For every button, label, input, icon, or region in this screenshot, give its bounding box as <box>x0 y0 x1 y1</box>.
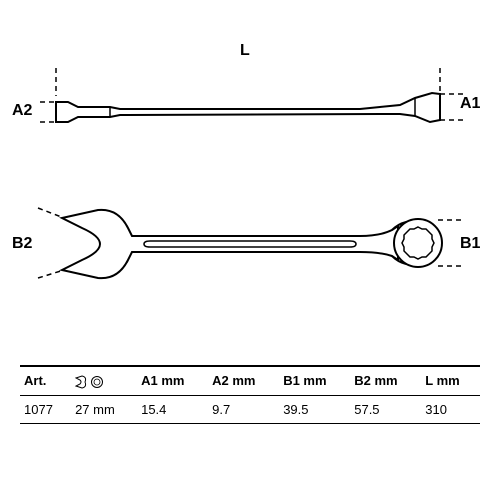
col-a2: A2 mm <box>208 366 279 395</box>
label-A2: A2 <box>12 102 32 120</box>
wrench-drawing <box>20 60 480 340</box>
spec-table: Art. A1 mm A2 mm B1 mm B2 mm L mm 1077 <box>20 365 480 424</box>
col-icon <box>71 366 137 395</box>
dimensions-table: Art. A1 mm A2 mm B1 mm B2 mm L mm 1077 <box>20 365 480 424</box>
col-b1: B1 mm <box>279 366 350 395</box>
cell-l: 310 <box>421 395 480 423</box>
cell-a2: 9.7 <box>208 395 279 423</box>
col-l: L mm <box>421 366 480 395</box>
col-a1: A1 mm <box>137 366 208 395</box>
col-art: Art. <box>20 366 71 395</box>
col-b2: B2 mm <box>350 366 421 395</box>
label-B2: B2 <box>12 235 32 253</box>
table-header-row: Art. A1 mm A2 mm B1 mm B2 mm L mm <box>20 366 480 395</box>
cell-b2: 57.5 <box>350 395 421 423</box>
technical-diagram: L A2 A1 B2 B1 <box>20 60 480 340</box>
cell-a1: 15.4 <box>137 395 208 423</box>
cell-b1: 39.5 <box>279 395 350 423</box>
cell-art: 1077 <box>20 395 71 423</box>
label-A1: A1 <box>460 95 480 113</box>
label-B1: B1 <box>460 235 480 253</box>
label-L: L <box>240 42 250 60</box>
wrench-ends-icon <box>75 375 105 389</box>
cell-size: 27 mm <box>71 395 137 423</box>
table-row: 1077 27 mm 15.4 9.7 39.5 57.5 310 <box>20 395 480 423</box>
